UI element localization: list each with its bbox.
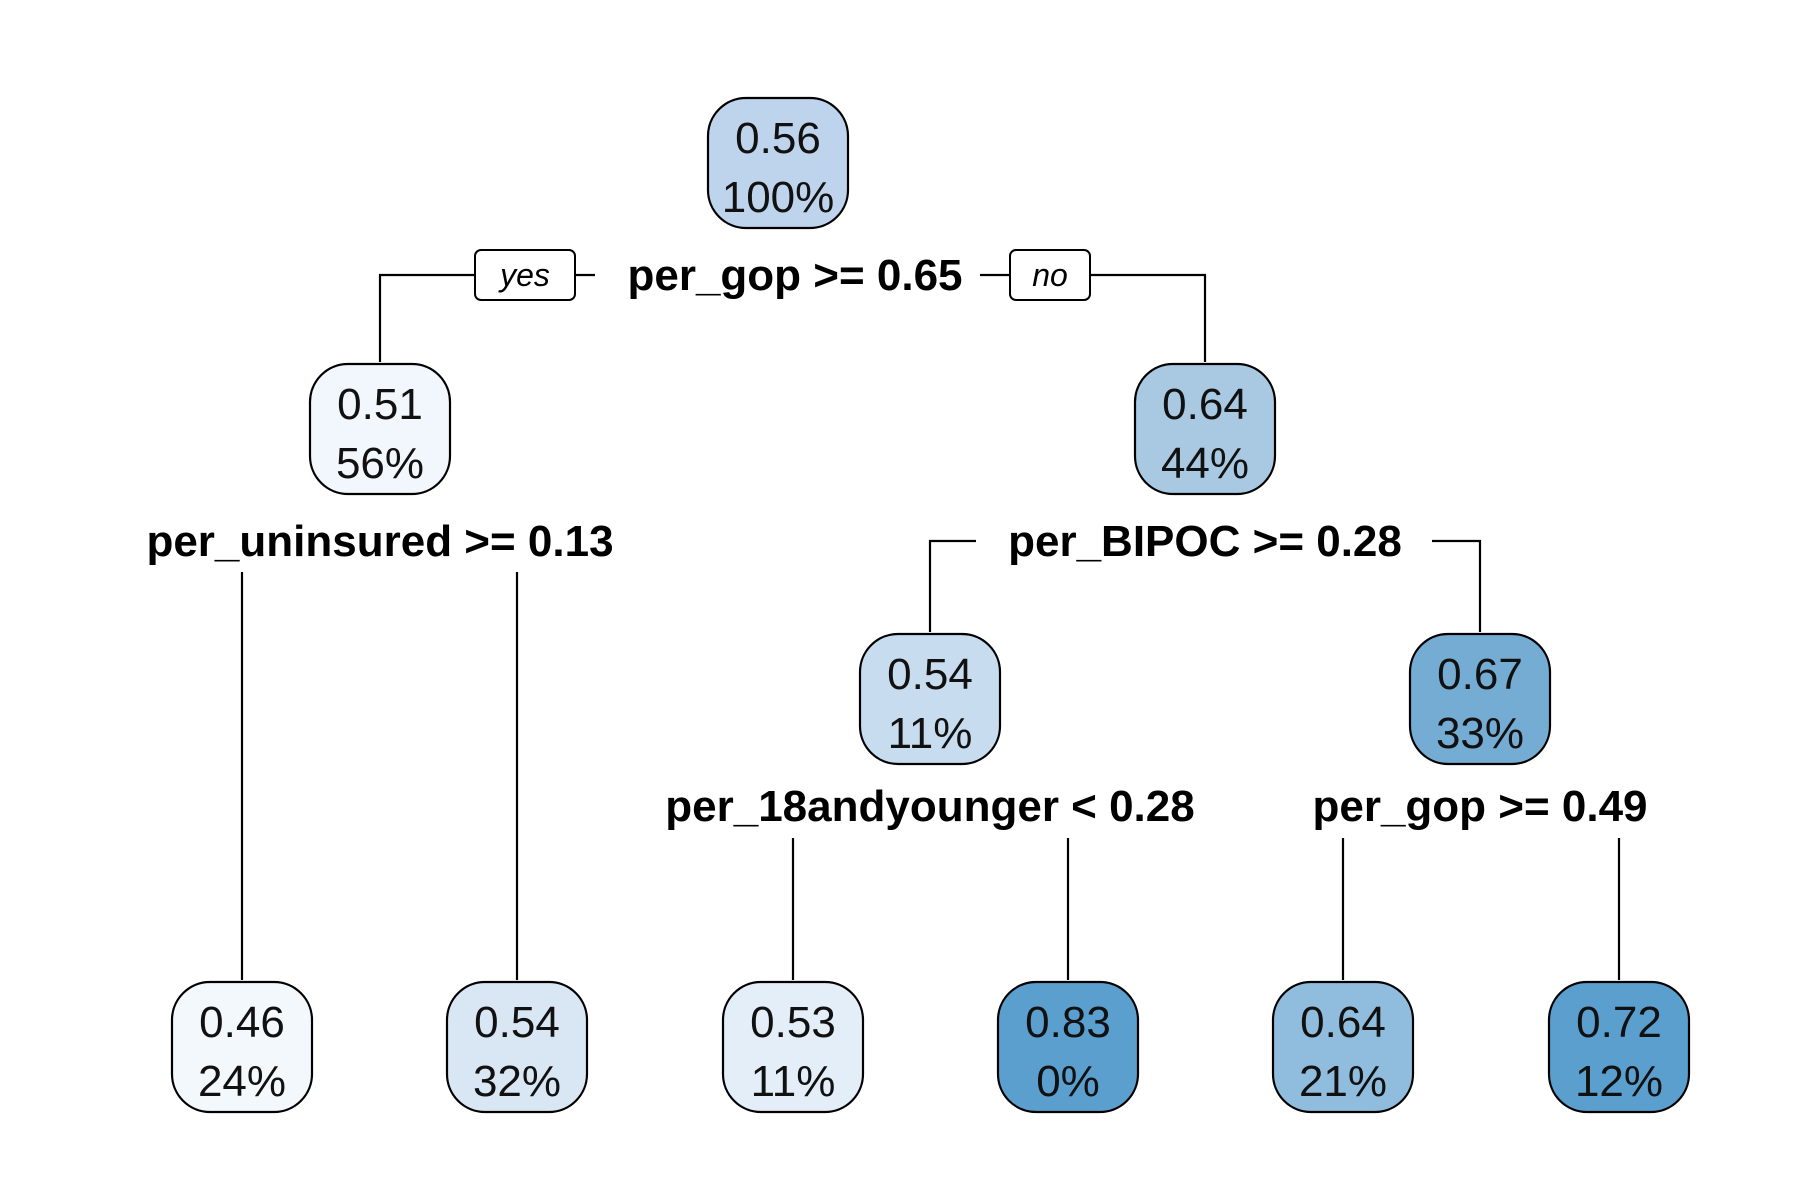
tree-edges: [240, 273, 1621, 980]
leaf-rrr-box: [1547, 980, 1691, 1114]
node-l-box: [308, 362, 452, 496]
no-label: no: [1009, 249, 1091, 301]
leaf-lr-value: 0.54: [474, 998, 560, 1047]
no-label-text: no: [1032, 257, 1068, 293]
split-uninsured: per_uninsured >= 0.13: [146, 517, 613, 566]
leaf-rll-percent: 11%: [751, 1057, 836, 1106]
node-rl-percent: 11%: [888, 709, 973, 758]
node-rr-value: 0.67: [1437, 650, 1523, 699]
node-root: 0.56 100%: [706, 96, 850, 230]
leaf-rrl: 0.64 21%: [1271, 980, 1415, 1114]
leaf-rlr: 0.83 0%: [996, 980, 1140, 1114]
node-r-box: [1133, 362, 1277, 496]
node-l: 0.51 56%: [308, 362, 452, 496]
node-rl-value: 0.54: [887, 650, 973, 699]
leaf-rrl-value: 0.64: [1300, 998, 1386, 1047]
edge-bipoc-no: [1432, 539, 1482, 632]
node-root-value: 0.56: [735, 114, 821, 163]
node-rl-box: [858, 632, 1002, 766]
leaf-rll: 0.53 11%: [721, 980, 865, 1114]
node-l-value: 0.51: [337, 380, 423, 429]
leaf-rlr-percent: 0%: [1036, 1057, 1100, 1106]
leaf-rrr: 0.72 12%: [1547, 980, 1691, 1114]
split-bipoc: per_BIPOC >= 0.28: [1008, 517, 1402, 566]
leaf-ll-value: 0.46: [199, 998, 285, 1047]
node-l-percent: 56%: [336, 439, 424, 488]
node-r-value: 0.64: [1162, 380, 1248, 429]
node-root-percent: 100%: [722, 173, 835, 222]
edge-bipoc-yes: [928, 539, 976, 632]
leaf-rrl-box: [1271, 980, 1415, 1114]
node-rl: 0.54 11%: [858, 632, 1002, 766]
node-r-percent: 44%: [1161, 439, 1249, 488]
yes-label-text: yes: [498, 257, 550, 293]
leaf-lr: 0.54 32%: [445, 980, 589, 1114]
split-gop-049: per_gop >= 0.49: [1312, 782, 1647, 831]
leaf-ll: 0.46 24%: [170, 980, 314, 1114]
leaf-rll-value: 0.53: [750, 998, 836, 1047]
yes-label: yes: [474, 249, 576, 301]
edge-root-yes: [378, 273, 476, 362]
leaf-lr-percent: 32%: [473, 1057, 561, 1106]
node-rr-box: [1408, 632, 1552, 766]
leaf-ll-box: [170, 980, 314, 1114]
leaf-rll-box: [721, 980, 865, 1114]
leaf-rlr-value: 0.83: [1025, 998, 1111, 1047]
node-rr: 0.67 33%: [1408, 632, 1552, 766]
leaf-lr-box: [445, 980, 589, 1114]
leaf-rrr-percent: 12%: [1575, 1057, 1663, 1106]
leaf-rrl-percent: 21%: [1299, 1057, 1387, 1106]
leaf-ll-percent: 24%: [198, 1057, 286, 1106]
split-18andyounger: per_18andyounger < 0.28: [665, 782, 1194, 831]
edge-root-no: [1090, 273, 1207, 362]
split-root: per_gop >= 0.65: [627, 251, 962, 300]
leaf-rlr-box: [996, 980, 1140, 1114]
node-root-box: [706, 96, 850, 230]
node-r: 0.64 44%: [1133, 362, 1277, 496]
leaf-rrr-value: 0.72: [1576, 998, 1662, 1047]
node-rr-percent: 33%: [1436, 709, 1524, 758]
